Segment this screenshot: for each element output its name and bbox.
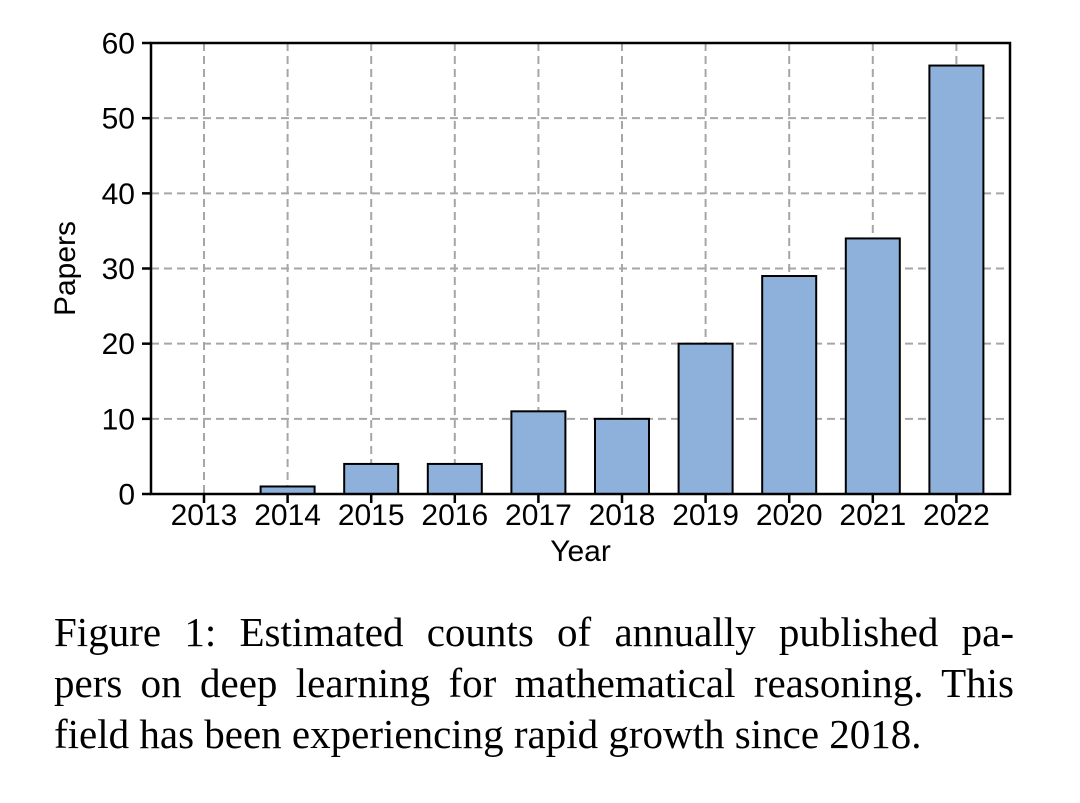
bar-chart: 0 10 20 30 40 50 60 2013 2014 2015 2016 2017 2018 201…	[49, 28, 1012, 568]
y-tick-label-0: 0	[118, 479, 135, 512]
y-tick-label-40: 40	[102, 178, 135, 211]
caption-line-1: Figure 1: Estimated counts of annually p…	[54, 609, 1014, 655]
x-tick-label-2013: 2013	[171, 499, 238, 532]
y-tick-label-10: 10	[102, 403, 135, 436]
bar-2019	[677, 342, 734, 495]
x-tick-label-2020: 2020	[756, 499, 823, 532]
x-axis-label: Year	[550, 535, 611, 568]
bar-2018	[594, 417, 650, 496]
x-tick-label-2016: 2016	[421, 499, 488, 532]
y-axis-label: Papers	[49, 221, 82, 316]
caption-line-2: pers on deep learning for mathematical r…	[54, 660, 1014, 706]
y-tick-label-50: 50	[102, 103, 135, 136]
bar-2022	[928, 64, 985, 496]
y-tick-label-30: 30	[102, 253, 135, 286]
y-tick-label-20: 20	[102, 328, 135, 361]
x-tick-label-2019: 2019	[672, 499, 739, 532]
x-tick-label-2021: 2021	[839, 499, 906, 532]
x-tick-label-2018: 2018	[589, 499, 656, 532]
x-tick-label-2017: 2017	[505, 499, 572, 532]
bar-2015	[343, 462, 400, 495]
x-tick-label-2022: 2022	[923, 499, 990, 532]
figure-caption: Figure 1: Estimated counts of annually p…	[54, 607, 1014, 760]
y-tick-label-60: 60	[102, 28, 135, 61]
x-tick-label-2014: 2014	[254, 499, 321, 532]
bar-2017	[510, 410, 567, 496]
bar-2020	[761, 275, 818, 495]
x-tick-label-2015: 2015	[338, 499, 405, 532]
bar-2016	[426, 462, 483, 495]
bar-2021	[844, 237, 901, 495]
caption-line-3: field has been experiencing rapid growth…	[54, 711, 922, 757]
